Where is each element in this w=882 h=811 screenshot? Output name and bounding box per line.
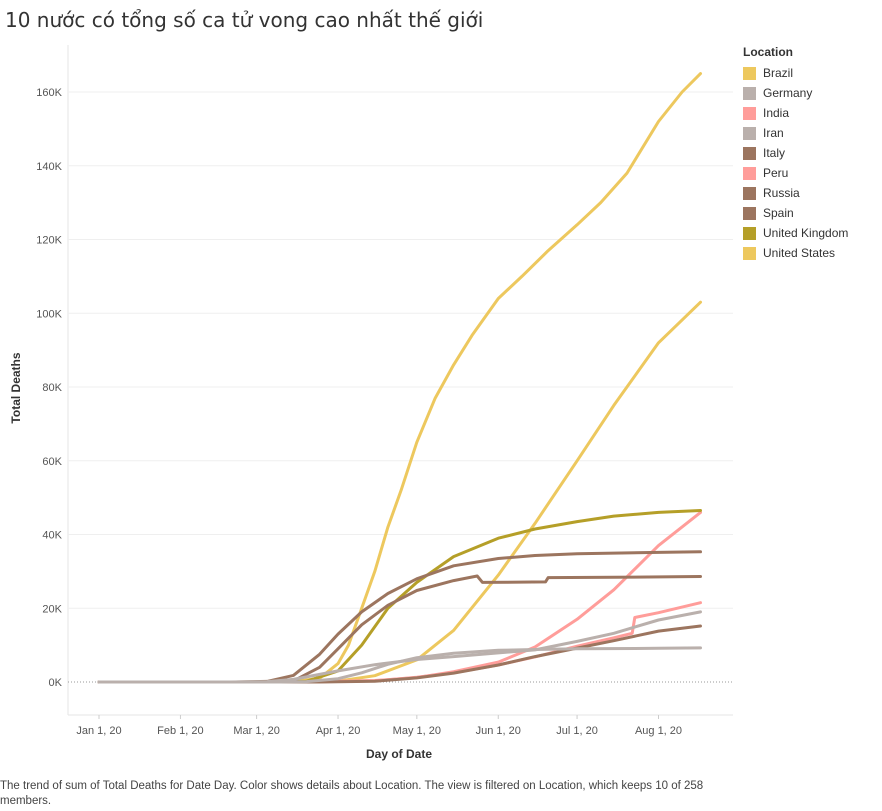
y-tick-label: 80K: [42, 382, 62, 394]
y-tick-label: 160K: [36, 87, 62, 99]
legend-swatch: [743, 106, 756, 120]
legend-swatch: [743, 226, 756, 240]
series-line-russia[interactable]: [97, 624, 702, 684]
y-tick-label: 0K: [49, 677, 63, 689]
series-lines: [97, 72, 702, 684]
legend-swatch: [743, 186, 756, 200]
chart-caption: The trend of sum of Total Deaths for Dat…: [0, 780, 704, 807]
series-line-germany[interactable]: [97, 646, 702, 684]
y-tick-label: 100K: [36, 308, 62, 320]
line-chart: 0K 20K 40K 60K 80K 100K 120K 140K 160K Jan 1, 20…: [9, 45, 733, 761]
series-line-united-states[interactable]: [97, 72, 702, 684]
legend-item-brazil[interactable]: Brazil: [743, 63, 878, 83]
y-tick-label: 140K: [36, 161, 62, 173]
legend-item-spain[interactable]: Spain: [743, 203, 878, 223]
legend-swatch: [743, 86, 756, 100]
legend-label: Brazil: [763, 66, 794, 80]
legend-item-germany[interactable]: Germany: [743, 83, 878, 103]
legend-title: Location: [743, 45, 793, 59]
legend: Location Brazil Germany India Iran Italy Peru…: [743, 45, 878, 263]
legend-swatch: [743, 166, 756, 180]
y-tick-label: 40K: [42, 530, 62, 542]
legend-label: Italy: [763, 146, 786, 160]
legend-label: Peru: [763, 166, 789, 180]
legend-swatch: [743, 206, 756, 220]
legend-swatch: [743, 66, 756, 80]
legend-item-united-states[interactable]: United States: [743, 243, 878, 263]
x-axis: Jan 1, 20 Feb 1, 20 Mar 1, 20 Apr 1, 20 May …: [76, 715, 682, 737]
y-axis: 0K 20K 40K 60K 80K 100K 120K 140K 160K: [36, 87, 62, 689]
legend-swatch: [743, 146, 756, 160]
y-tick-label: 20K: [42, 603, 62, 615]
x-tick-label: Jan 1, 20: [76, 725, 121, 737]
x-axis-label: Day of Date: [366, 747, 432, 761]
legend-item-india[interactable]: India: [743, 103, 878, 123]
grid: [67, 45, 733, 716]
legend-swatch: [743, 246, 756, 260]
y-tick-label: 120K: [36, 235, 62, 247]
legend-items: Brazil Germany India Iran Italy Peru Russia Spa…: [743, 63, 878, 263]
legend-label: India: [763, 106, 790, 120]
series-line-iran[interactable]: [97, 610, 702, 684]
legend-item-russia[interactable]: Russia: [743, 183, 878, 203]
x-tick-label: Jun 1, 20: [476, 725, 521, 737]
x-tick-label: Feb 1, 20: [157, 725, 203, 737]
x-tick-label: Mar 1, 20: [233, 725, 279, 737]
legend-label: United States: [763, 246, 836, 260]
legend-label: Germany: [763, 86, 813, 100]
chart-title: 10 nước có tổng số ca tử vong cao nhất t…: [5, 8, 484, 32]
legend-swatch: [743, 126, 756, 140]
legend-item-iran[interactable]: Iran: [743, 123, 878, 143]
y-axis-label: Total Deaths: [9, 352, 23, 423]
y-tick-label: 60K: [42, 456, 62, 468]
legend-label: Spain: [763, 206, 794, 220]
legend-label: Iran: [763, 126, 784, 140]
legend-item-peru[interactable]: Peru: [743, 163, 878, 183]
x-tick-label: Apr 1, 20: [316, 725, 361, 737]
legend-item-united-kingdom[interactable]: United Kingdom: [743, 223, 878, 243]
legend-label: Russia: [763, 186, 800, 200]
x-tick-label: May 1, 20: [393, 725, 441, 737]
x-tick-label: Jul 1, 20: [556, 725, 598, 737]
legend-label: United Kingdom: [763, 226, 849, 240]
series-line-united-kingdom[interactable]: [97, 509, 702, 684]
x-tick-label: Aug 1, 20: [635, 725, 682, 737]
legend-item-italy[interactable]: Italy: [743, 143, 878, 163]
